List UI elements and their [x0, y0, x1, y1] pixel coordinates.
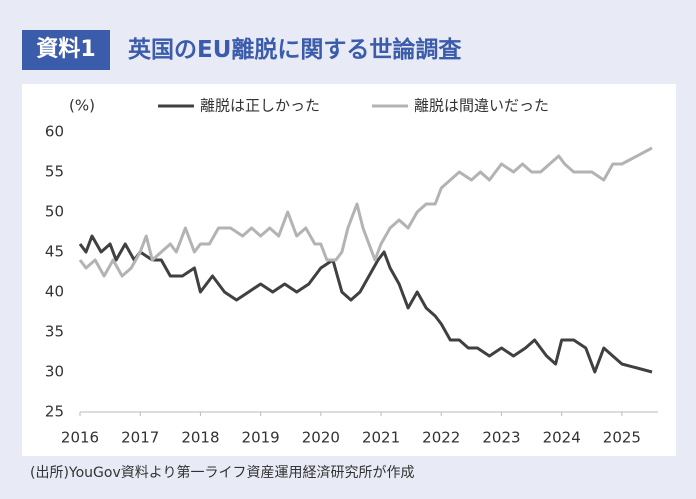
x-tick-label: 2019 [242, 429, 280, 447]
x-tick-label: 2021 [362, 429, 400, 447]
x-tick-label: 2020 [302, 429, 340, 447]
x-tick-label: 2025 [603, 429, 641, 447]
badge: 資料1 [22, 30, 110, 70]
y-tick-label: 35 [45, 323, 64, 341]
series-line [78, 234, 653, 374]
y-axis-label: (%) [69, 97, 95, 115]
y-tick-label: 45 [45, 243, 64, 261]
x-tick-label: 2016 [61, 429, 99, 447]
y-tick-label: 55 [45, 163, 64, 181]
source-note: (出所)YouGov資料より第一ライフ資産運用経済研究所が作成 [30, 465, 415, 481]
y-tick-label: 50 [45, 203, 64, 221]
x-tick-label: 2024 [543, 429, 581, 447]
y-tick-label: 25 [45, 403, 64, 421]
y-tick-label: 60 [45, 123, 64, 141]
x-tick-label: 2022 [422, 429, 460, 447]
x-tick-label: 2017 [121, 429, 159, 447]
x-tick-label: 2023 [482, 429, 520, 447]
legend-label: 離脱は正しかった [200, 97, 320, 115]
y-tick-label: 30 [45, 363, 64, 381]
legend-label: 離脱は間違いだった [414, 97, 549, 115]
chart-title: 英国のEU離脱に関する世論調査 [128, 37, 462, 63]
y-tick-label: 40 [45, 283, 64, 301]
x-tick-label: 2018 [181, 429, 219, 447]
series-line [78, 146, 653, 278]
